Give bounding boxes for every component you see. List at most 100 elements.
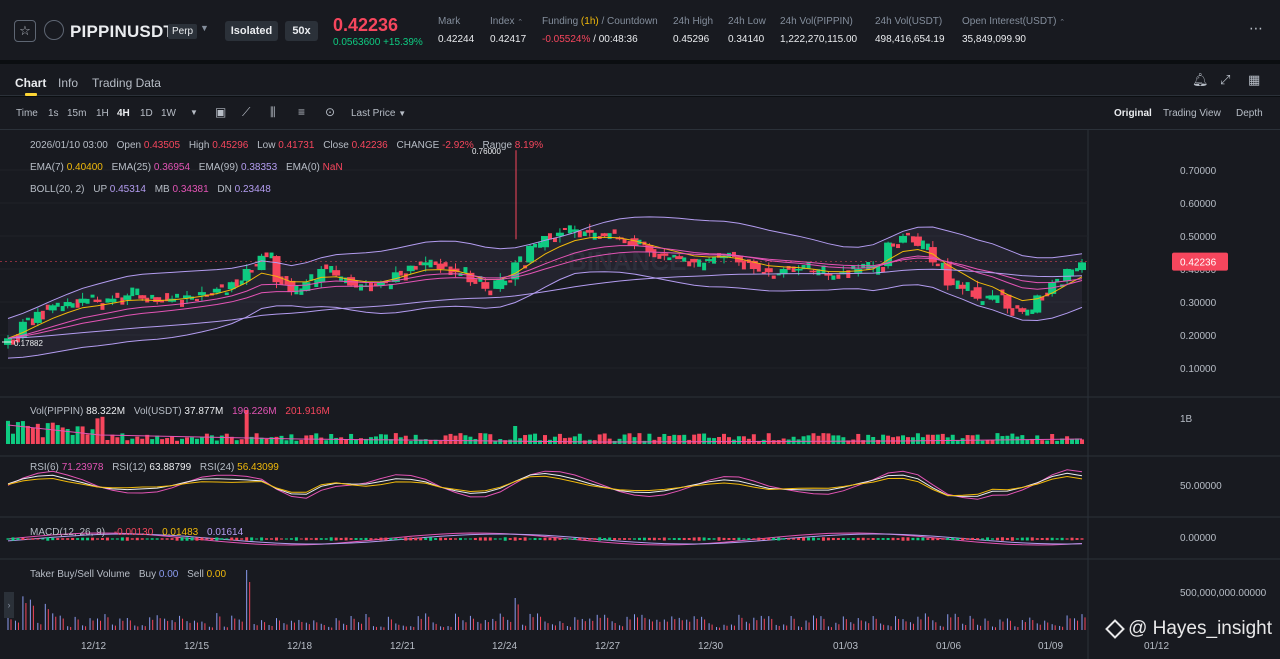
macd-histogram-bar [821,537,825,541]
volume-bar [508,439,513,444]
candle-body [60,306,65,312]
legend-vol-ma1: 190.226M [232,406,277,417]
macd-histogram-bar [772,537,776,541]
volume-bar [30,427,35,444]
indicator-icon[interactable]: ⟋ [242,105,251,119]
macd-histogram-bar [961,537,965,541]
tab-trading-data[interactable]: Trading Data [92,76,161,90]
margin-mode-button[interactable]: Isolated [225,21,278,41]
macd-histogram-bar [81,537,85,541]
candle-body [1063,269,1072,282]
macd-histogram-bar [538,538,542,540]
macd-histogram-bar [76,538,80,540]
macd-histogram-bar [642,537,646,541]
interval-1h[interactable]: 1H [96,108,109,119]
macd-histogram-bar [314,537,318,541]
volume-bar [304,435,309,444]
interval-1s[interactable]: 1s [48,108,59,119]
volume-bar [214,440,219,444]
candle-body [1070,269,1075,277]
macd-histogram-bar [1050,537,1054,541]
volume-bar [6,420,10,444]
date-tick-label: 01/09 [1038,641,1063,652]
favorite-star-icon[interactable]: ☆ [14,20,36,42]
candle-body [910,236,915,243]
candlestick-chart[interactable]: BINANCE 0.76000 0.17882 0.70000 0.60000 0.5… [0,130,1280,659]
macd-histogram-bar [1075,538,1079,540]
candle-type-icon[interactable]: ⫼ [270,105,276,119]
candle-body [1010,308,1015,316]
volume-bar [140,438,145,444]
layout-grid-icon[interactable]: ▦ [1248,72,1261,87]
candle-body [272,256,281,283]
leverage-button[interactable]: 50x [285,21,318,41]
volume-bar [776,440,781,444]
price-source-select[interactable]: Last Price ▼ [351,108,407,119]
volume-bar [219,435,224,444]
macd-histogram-bar [31,538,35,540]
view-original[interactable]: Original [1114,108,1152,119]
stat-index: Index ⌃ 0.42417 [490,16,526,45]
stat-value: -0.05524% / 00:48:36 [542,34,638,45]
expand-icon[interactable]: ⤢ [1220,72,1231,87]
bell-icon[interactable]: 🔔︎ [1192,72,1209,87]
candle-body [995,295,1000,303]
macd-histogram-bar [359,538,363,540]
legend-boll-mb: 0.34381 [172,184,209,195]
macd-histogram-bar [478,537,482,541]
volume-bar [831,435,836,444]
price-tick-label: 0.60000 [1180,199,1217,210]
interval-dropdown-icon[interactable]: ▼ [190,108,198,117]
volume-bar [861,440,866,444]
candle-body [428,259,433,268]
candle-body [1078,262,1086,271]
candle-body [511,262,520,280]
macd-histogram-bar [995,537,999,541]
macd-histogram-bar [836,538,840,540]
symbol-dropdown-icon[interactable]: ▼ [200,23,209,33]
candle-body [749,260,758,269]
volume-bar [259,437,264,444]
volume-bar [224,433,229,444]
candle-body [876,265,881,275]
macd-histogram-bar [503,537,507,541]
tab-info[interactable]: Info [58,76,79,90]
symbol-title[interactable]: PIPPINUSDT [70,22,175,41]
candle-body [702,262,707,271]
macd-histogram-bar [816,538,820,540]
macd-histogram-bar [205,538,209,540]
settings-icon[interactable]: ⊙ [325,105,336,119]
macd-histogram-bar [165,538,169,540]
legend-label: EMA(7) [30,162,64,173]
calendar-icon[interactable]: ▣ [215,105,227,119]
more-options-icon[interactable]: ⋯ [1249,20,1264,36]
volume-bar [741,436,746,444]
brand-name: @ Hayes_insight [1128,618,1272,639]
macd-histogram-bar [309,538,313,540]
legend-boll-dn: 0.23448 [234,184,271,195]
macd-histogram-bar [275,537,278,541]
interval-1w[interactable]: 1W [161,108,176,119]
collapse-panel-button[interactable]: › [4,592,14,618]
drawing-tools-icon[interactable]: ≡ [298,105,306,119]
candle-body [264,252,269,258]
macd-histogram-bar [523,537,527,541]
candle-body [630,238,639,246]
view-depth[interactable]: Depth [1236,108,1263,119]
view-trading-view[interactable]: Trading View [1163,108,1221,119]
candle-body [645,244,654,253]
legend-open: 0.43505 [143,140,181,151]
macd-histogram-bar [787,538,791,540]
volume-bar [239,439,244,444]
interval-15m[interactable]: 15m [67,108,87,119]
volume-bar [135,436,140,444]
chart-area[interactable]: BINANCE 0.76000 0.17882 0.70000 0.60000 0.5… [0,130,1280,659]
interval-4h[interactable]: 4H [117,108,130,119]
volume-bar [736,436,741,444]
volume-bar [503,440,508,444]
candle-body [324,264,329,270]
ema25-line [7,251,1083,339]
tab-chart[interactable]: Chart [15,76,47,90]
interval-1d[interactable]: 1D [140,108,153,119]
candle-body [329,266,334,273]
